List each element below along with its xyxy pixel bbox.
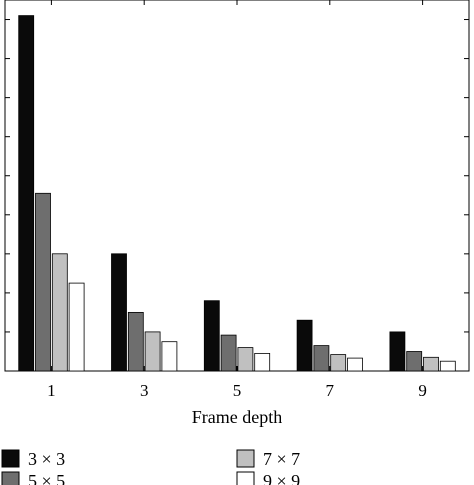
bars bbox=[18, 15, 456, 372]
bar bbox=[220, 334, 237, 372]
x-axis-title: Frame depth bbox=[192, 407, 282, 427]
bar bbox=[439, 360, 456, 372]
x-tick-label: 7 bbox=[326, 381, 335, 400]
bar bbox=[313, 345, 330, 372]
bar bbox=[127, 311, 144, 372]
x-tick-label: 3 bbox=[140, 381, 149, 400]
bar bbox=[203, 300, 220, 372]
legend-label: 5 × 5 bbox=[28, 471, 65, 485]
legend-swatch bbox=[236, 449, 255, 468]
bar bbox=[406, 351, 423, 372]
legend-label: 9 × 9 bbox=[263, 471, 300, 485]
bar bbox=[296, 319, 313, 372]
x-tick-label: 9 bbox=[418, 381, 427, 400]
bar bbox=[161, 341, 178, 372]
legend-swatch bbox=[236, 471, 255, 485]
bar bbox=[389, 331, 406, 372]
bar bbox=[237, 347, 254, 372]
bar bbox=[330, 354, 347, 372]
bar bbox=[254, 352, 271, 372]
x-tick-label: 1 bbox=[47, 381, 56, 400]
legend-label: 7 × 7 bbox=[263, 449, 300, 469]
legend-swatch bbox=[1, 449, 20, 468]
bar bbox=[423, 356, 439, 372]
bar bbox=[111, 253, 127, 372]
bar bbox=[35, 192, 51, 372]
y-ticks bbox=[5, 19, 469, 333]
x-tick-label: 5 bbox=[233, 381, 242, 400]
x-ticks: 1 3 5 7 9 bbox=[47, 0, 427, 400]
bar bbox=[144, 331, 161, 372]
legend-label: 3 × 3 bbox=[28, 449, 65, 469]
bar bbox=[347, 357, 363, 372]
bar bbox=[68, 282, 85, 372]
bar bbox=[18, 15, 35, 372]
legend: 3 × 3 7 × 7 5 × 5 9 × 9 bbox=[1, 449, 300, 485]
legend-swatch bbox=[1, 471, 20, 485]
bar bbox=[51, 253, 68, 372]
